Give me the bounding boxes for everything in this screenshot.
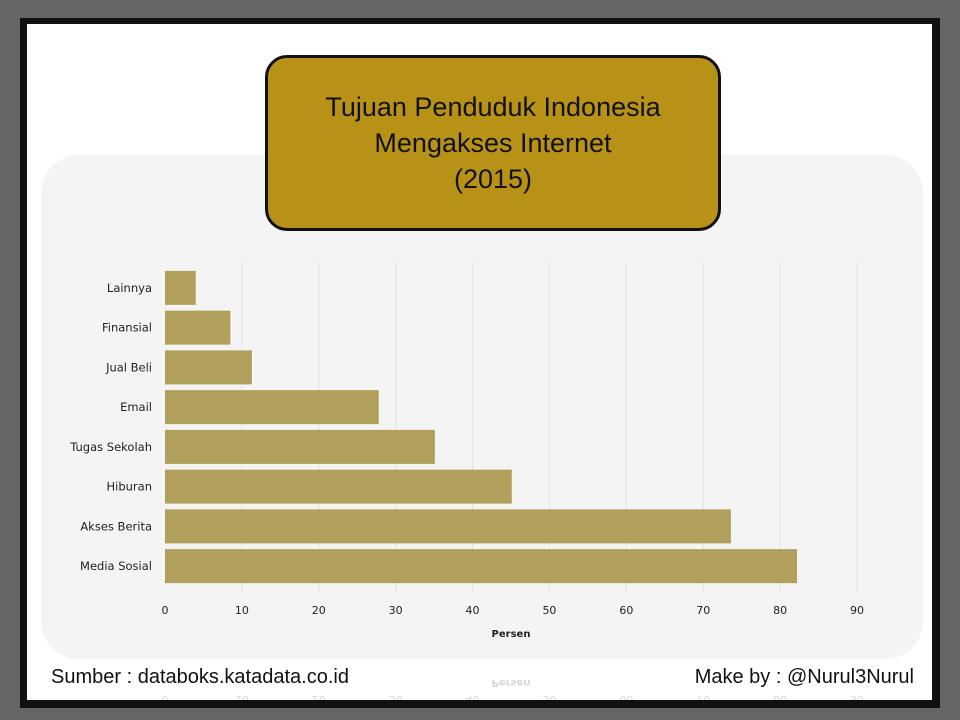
x-tick-label: 20 [312, 604, 326, 617]
category-label: Jual Beli [105, 360, 152, 374]
bar [165, 469, 512, 504]
category-label: Tugas Sekolah [69, 440, 152, 454]
chart-title-line-1: Tujuan Penduduk Indonesia [325, 92, 661, 122]
author-credit: Make by : @Nurul3Nurul [694, 666, 914, 688]
x-tick-label: 30 [389, 604, 403, 617]
category-label: Lainnya [107, 281, 152, 295]
bar [165, 270, 196, 305]
x-tick-label: 60 [619, 604, 633, 617]
x-tick-label: 40 [466, 604, 480, 617]
category-label: Media Sosial [80, 559, 152, 573]
bar-chart: Lainnya Finansial Jual Beli Email Tugas Seko… [69, 262, 865, 640]
slide: Lainnya Finansial Jual Beli Email Tugas Seko… [27, 24, 932, 700]
bars [165, 270, 798, 584]
x-tick-label: 0 [162, 604, 169, 617]
x-tick-label: 70 [696, 604, 710, 617]
x-axis-label: Persen [492, 629, 531, 640]
chart-title-line-3: (2015) [453, 164, 533, 194]
source-credit: Sumber : databoks.katadata.co.id [51, 666, 349, 688]
bar [165, 390, 379, 425]
category-label: Akses Berita [80, 519, 152, 533]
bar [165, 549, 798, 584]
category-label: Finansial [102, 321, 152, 335]
category-label: Email [120, 400, 152, 414]
x-tick-labels: 0 10 20 30 40 50 60 70 80 90 [162, 604, 865, 617]
x-tick-label: 10 [235, 604, 249, 617]
bar [165, 429, 435, 464]
x-tick-label: 50 [542, 604, 556, 617]
x-tick-label: 80 [773, 604, 787, 617]
category-label: Hiburan [107, 480, 153, 494]
category-labels: Lainnya Finansial Jual Beli Email Tugas Seko… [69, 281, 152, 573]
bar [165, 509, 731, 544]
bar [165, 310, 231, 345]
x-tick-label: 90 [850, 604, 864, 617]
chart-title-box: Tujuan Penduduk Indonesia Mengakses Inte… [265, 55, 721, 231]
bar [165, 350, 252, 385]
chart-title-line-2: Mengakses Internet [374, 128, 612, 158]
